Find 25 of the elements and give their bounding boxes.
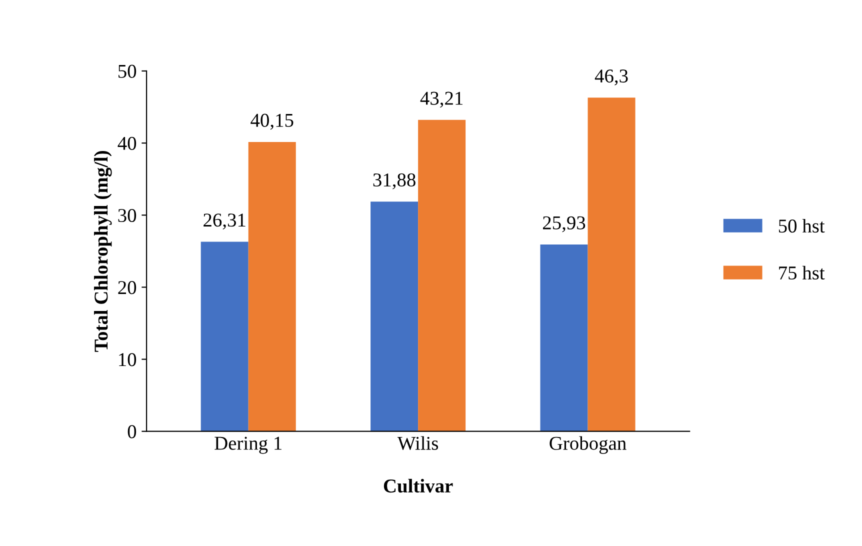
x-tick-label: Grobogan: [550, 436, 626, 454]
x-tick-label: Dering 1: [214, 436, 282, 454]
y-tick-label: 40: [118, 136, 136, 150]
data-label: 31,88: [373, 173, 416, 190]
legend-label: 50 hst: [778, 218, 825, 233]
y-axis-title: Total Chlorophyll (mg/l): [94, 150, 112, 352]
data-label: 25,93: [542, 216, 586, 232]
bar: [200, 242, 248, 432]
bar: [370, 202, 418, 432]
bar: [248, 142, 296, 432]
y-tick-label: 10: [119, 353, 136, 366]
x-tick-label: Wilis: [397, 436, 438, 450]
data-label: 26,31: [204, 214, 246, 230]
y-tick-label: 50: [118, 64, 136, 78]
bar: [418, 120, 466, 432]
bar: [588, 98, 636, 432]
y-tick-label: 30: [118, 208, 136, 222]
legend-label: 75 hst: [779, 266, 825, 280]
data-label: 46,3: [594, 70, 628, 86]
x-axis-title: Cultivar: [384, 478, 453, 493]
data-label: 43,21: [420, 92, 463, 108]
y-tick-label: 0: [128, 425, 136, 438]
data-label: 40,15: [250, 114, 294, 130]
y-tick-label: 20: [118, 281, 136, 294]
bar: [540, 244, 588, 432]
